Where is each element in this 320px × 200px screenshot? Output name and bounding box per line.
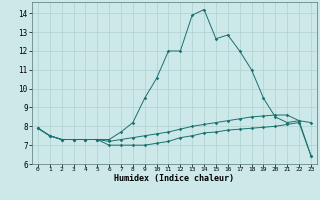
X-axis label: Humidex (Indice chaleur): Humidex (Indice chaleur) xyxy=(115,174,234,183)
